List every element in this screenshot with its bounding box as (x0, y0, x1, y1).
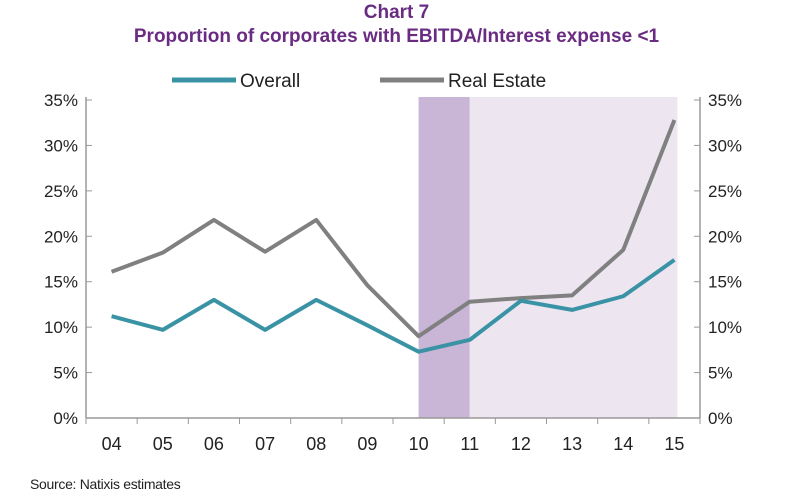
x-tick-label: 07 (255, 434, 275, 454)
x-tick-label: 09 (357, 434, 377, 454)
x-tick-label: 06 (204, 434, 224, 454)
y-tick-label-right: 10% (708, 318, 742, 337)
x-tick-label: 11 (460, 434, 479, 454)
y-tick-label: 35% (44, 91, 78, 110)
x-tick-label: 08 (306, 434, 326, 454)
chart-title: Chart 7 (363, 2, 430, 23)
x-tick-label: 05 (153, 434, 173, 454)
series-line-real-estate (110, 119, 677, 339)
y-tick-label: 30% (44, 136, 78, 155)
shaded-region (469, 97, 678, 418)
series-line-overall (111, 258, 676, 354)
y-tick-label: 20% (44, 227, 78, 246)
y-tick-label: 10% (44, 318, 78, 337)
y-tick-label-right: 30% (708, 136, 742, 155)
x-tick-label: 12 (511, 434, 531, 454)
y-tick-label-right: 20% (708, 227, 742, 246)
y-tick-label: 0% (53, 409, 78, 428)
y-tick-label-right: 0% (708, 409, 733, 428)
y-tick-label: 5% (53, 364, 78, 383)
y-tick-label-right: 5% (708, 364, 733, 383)
x-tick-label: 10 (409, 434, 429, 454)
y-tick-label: 15% (44, 273, 78, 292)
x-tick-label: 14 (613, 434, 633, 454)
source-note: Source: Natixis estimates (30, 476, 181, 492)
y-tick-label-right: 35% (708, 91, 742, 110)
shaded-region (418, 97, 470, 418)
x-tick-label: 15 (664, 434, 684, 454)
chart-subtitle: Proportion of corporates with EBITDA/Int… (133, 26, 660, 47)
y-tick-label: 25% (44, 182, 78, 201)
y-tick-label-right: 15% (708, 273, 742, 292)
legend-label: Real Estate (448, 71, 546, 92)
y-tick-label-right: 25% (708, 182, 742, 201)
legend-label: Overall (240, 71, 300, 92)
x-tick-label: 13 (562, 434, 582, 454)
x-tick-label: 04 (102, 434, 122, 454)
